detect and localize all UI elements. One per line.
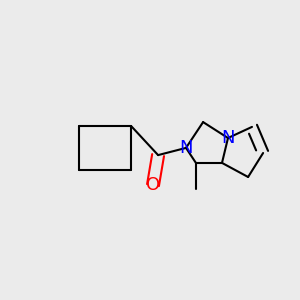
Text: N: N xyxy=(179,139,193,157)
Text: N: N xyxy=(221,129,235,147)
Text: O: O xyxy=(146,176,160,194)
